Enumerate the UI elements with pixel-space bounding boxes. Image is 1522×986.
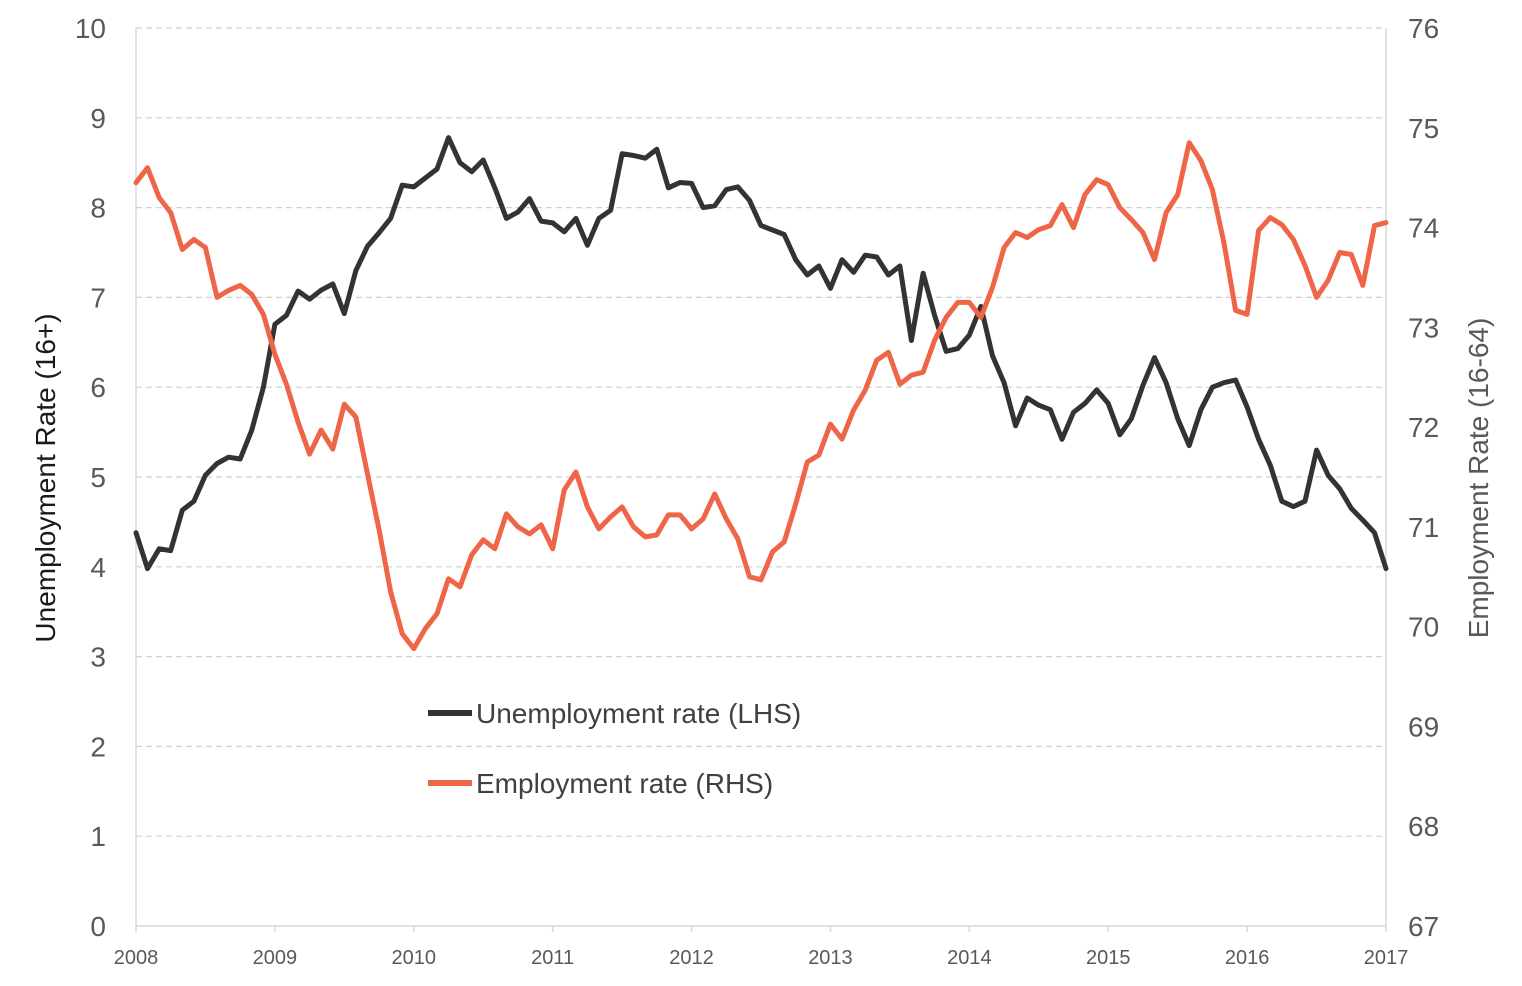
axes: [135, 28, 1387, 932]
legend: Unemployment rate (LHS) Employment rate …: [428, 698, 801, 799]
y-left-tick-label: 4: [90, 552, 106, 583]
y-right-tick-label: 69: [1408, 711, 1439, 742]
y-left-tick-label: 6: [90, 372, 106, 403]
legend-label-unemployment: Unemployment rate (LHS): [476, 698, 801, 729]
x-tick-label: 2008: [114, 947, 159, 969]
x-tick-label: 2011: [531, 947, 574, 969]
x-tick-label: 2014: [947, 947, 992, 969]
x-tick-label: 2010: [392, 947, 437, 969]
y-right-tick-label: 67: [1408, 911, 1439, 942]
y-left-tick-label: 3: [90, 642, 106, 673]
y-right-tick-label: 68: [1408, 811, 1439, 842]
x-tick-label: 2012: [669, 947, 714, 969]
x-tick-label: 2017: [1364, 947, 1409, 969]
y-axis-right-title: Employment Rate (16-64): [1463, 318, 1494, 639]
y-left-tick-label: 2: [90, 731, 106, 762]
y-left-tick-label: 0: [90, 911, 106, 942]
x-tick-label: 2013: [808, 947, 853, 969]
y-right-tick-label: 75: [1408, 113, 1439, 144]
unemployment-rate-line: [133, 135, 1389, 572]
y-right-tick-label: 71: [1408, 512, 1439, 543]
y-left-tick-label: 1: [90, 821, 106, 852]
grid-lines: [136, 27, 1386, 837]
y-left-tick-label: 10: [75, 13, 106, 44]
legend-label-employment: Employment rate (RHS): [476, 768, 773, 799]
y-left-tick-label: 5: [90, 462, 106, 493]
y-right-tick-label: 72: [1408, 412, 1439, 443]
y-left-tick-label: 8: [90, 193, 106, 224]
y-right-tick-label: 73: [1408, 312, 1439, 343]
employment-rate-line: [133, 140, 1389, 652]
y-right-tick-label: 74: [1408, 213, 1439, 244]
y-left-tick-label: 7: [90, 282, 106, 313]
y-axis-left-title: Unemployment Rate (16+): [30, 313, 61, 642]
x-tick-label: 2016: [1225, 947, 1270, 969]
x-tick-label: 2009: [253, 947, 298, 969]
y-left-tick-label: 9: [90, 103, 106, 134]
y-right-tick-label: 76: [1408, 13, 1439, 44]
series-lines: [133, 135, 1389, 652]
y-right-tick-label: 70: [1408, 612, 1439, 643]
x-tick-label: 2015: [1086, 947, 1131, 969]
